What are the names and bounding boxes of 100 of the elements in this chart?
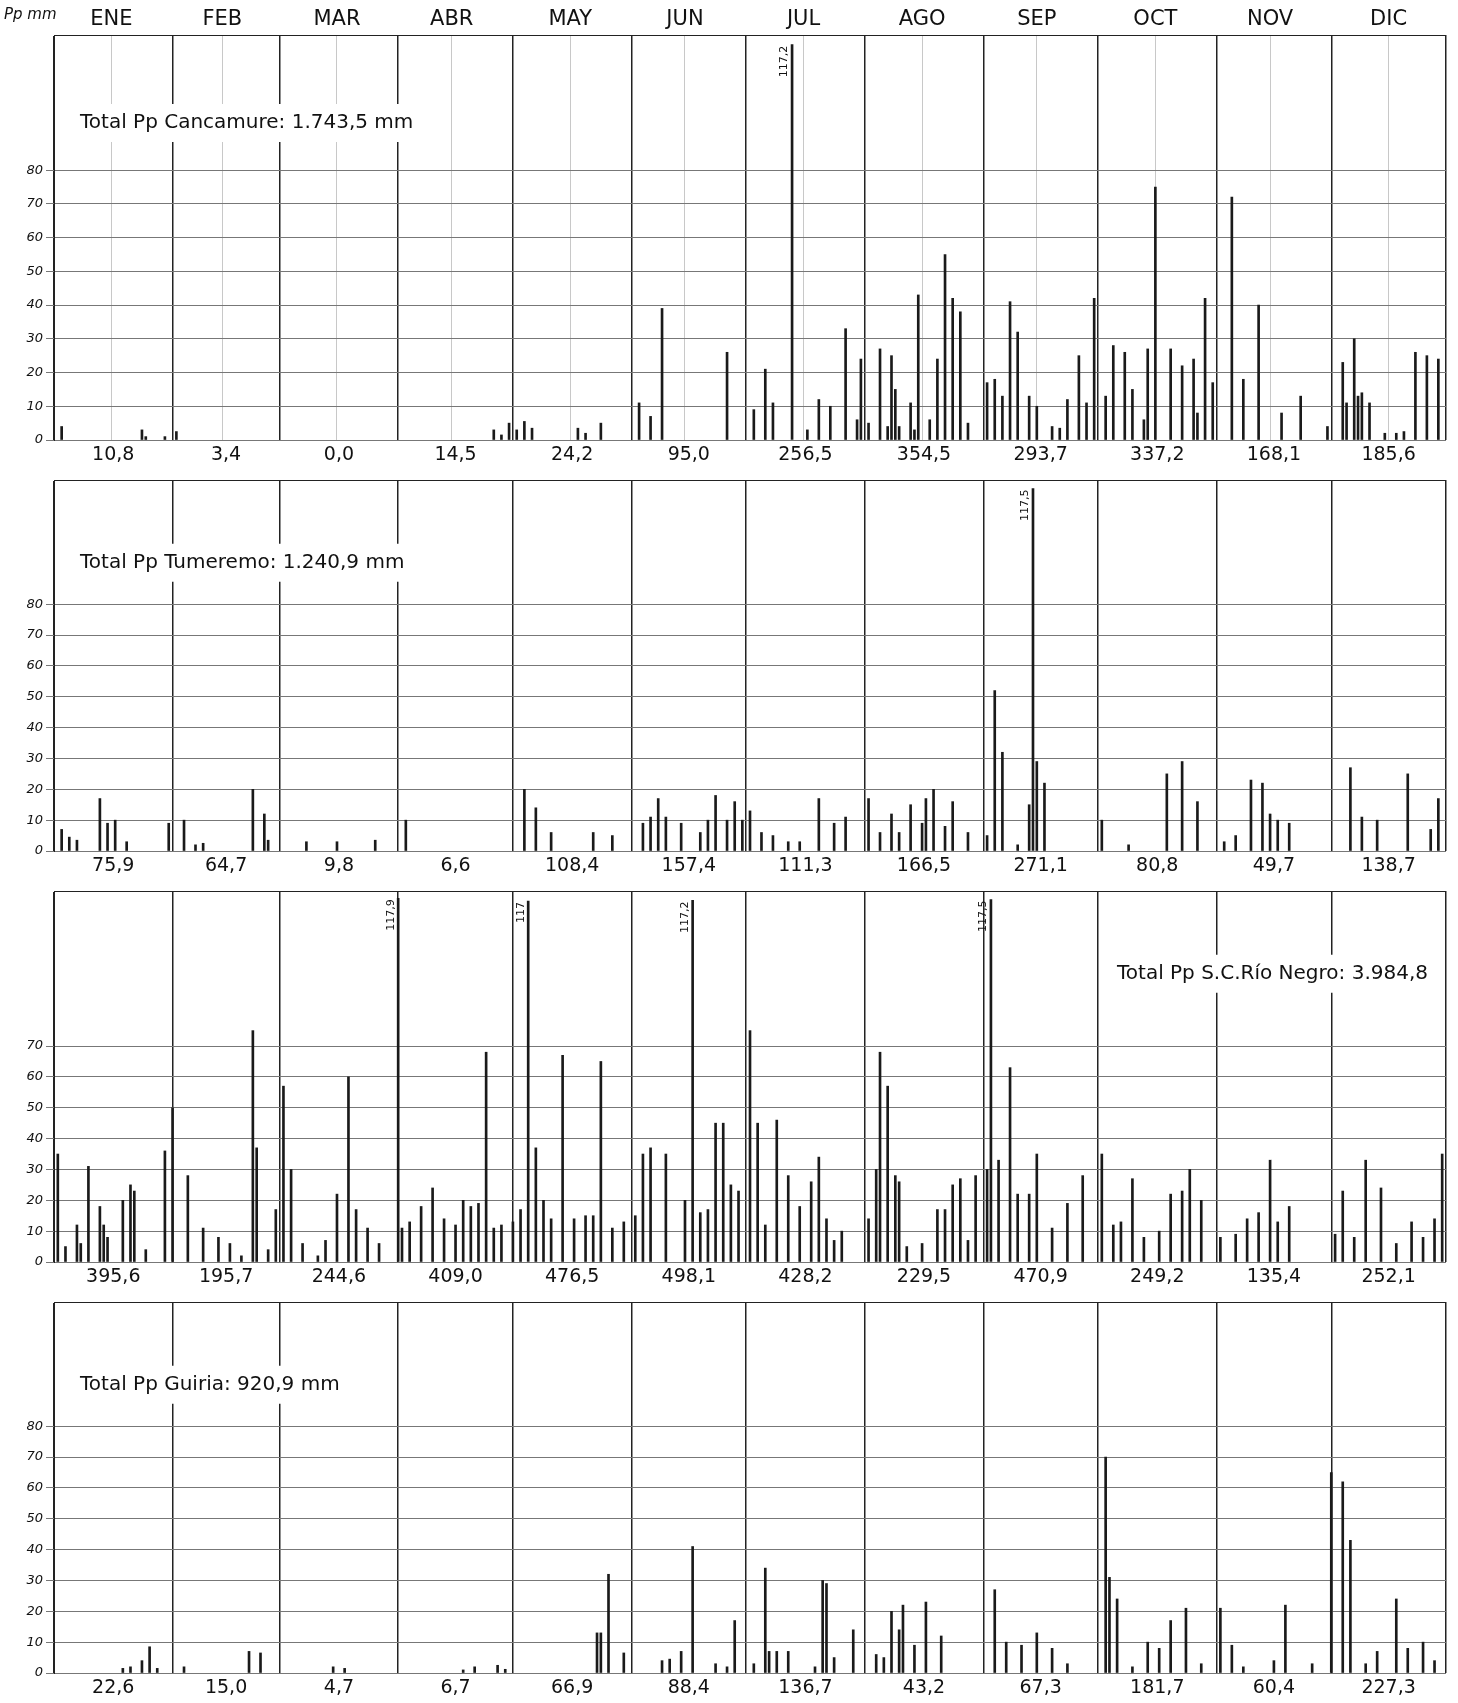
bar (1364, 1159, 1368, 1262)
bar (1352, 1236, 1356, 1262)
x-tick-label: MAY (548, 6, 593, 31)
x-tick-label: AGO (898, 6, 946, 31)
y-tick-label: 40 (26, 1540, 43, 1556)
bar (936, 1209, 939, 1262)
bar (760, 832, 763, 851)
x-tick-label: MAR (313, 6, 361, 31)
x-tick-label: DIC (1370, 6, 1408, 31)
bar (1261, 782, 1264, 851)
bar (561, 1054, 564, 1262)
bar (959, 1178, 962, 1262)
bar (874, 1654, 878, 1673)
bar (584, 432, 587, 440)
text: 409,0 (428, 1263, 483, 1286)
bar (1280, 412, 1283, 440)
text: 95,0 (667, 441, 710, 464)
bar (886, 1085, 889, 1262)
text: 9,8 (323, 852, 355, 875)
bar (691, 1546, 694, 1673)
annotation: 117,2 (777, 45, 791, 78)
bar (1429, 829, 1433, 851)
bar (431, 1187, 434, 1262)
bar (1169, 1620, 1172, 1673)
bar (951, 297, 955, 440)
text: Total Pp S.C.Río Negro: 3.984,8 (1115, 959, 1428, 984)
bar (1349, 1540, 1352, 1673)
bar (733, 801, 737, 851)
y-tick-label: 50 (26, 1099, 43, 1115)
bar (786, 1175, 790, 1262)
bar (611, 835, 614, 851)
bar (1394, 1243, 1398, 1262)
bar (301, 1243, 304, 1262)
text: Total Pp Cancamure: 1.743,5 mm (79, 109, 414, 134)
bar (786, 841, 790, 851)
annotation: 117,9 (383, 899, 397, 931)
text: 10,8 (92, 441, 135, 464)
y-tick-label: 70 (26, 1448, 43, 1464)
y-tick-label: 80 (26, 161, 43, 177)
bar (1341, 1190, 1345, 1262)
bar (1146, 1641, 1150, 1673)
bar (1146, 348, 1150, 440)
bar (1364, 1663, 1368, 1673)
bar (496, 1664, 499, 1673)
text: 3,4 (210, 441, 242, 464)
bar (1406, 773, 1410, 851)
text: 249,2 (1130, 1263, 1185, 1286)
bar (1299, 395, 1303, 440)
bar (1284, 1604, 1287, 1673)
text: 181,7 (1130, 1674, 1185, 1697)
bar (1066, 1663, 1069, 1673)
text: 256,5 (778, 441, 833, 464)
bar (691, 900, 694, 1262)
bar (649, 1147, 652, 1262)
text: 22,6 (92, 1674, 135, 1697)
bar (649, 816, 652, 851)
bar (1406, 1647, 1410, 1673)
bar (763, 1224, 767, 1262)
y-tick-label: 30 (26, 330, 43, 346)
bar (1222, 841, 1226, 851)
text: 49,7 (1252, 852, 1296, 875)
bar (756, 1122, 759, 1262)
bar (1111, 345, 1115, 440)
bar (806, 429, 809, 440)
y-tick-label: 60 (26, 1068, 43, 1084)
y-tick-label: 80 (26, 595, 43, 611)
bar (584, 1215, 587, 1262)
bar (500, 1224, 503, 1262)
bar (347, 1076, 350, 1262)
y-tick-label: 10 (26, 397, 43, 413)
bar (526, 900, 530, 1262)
text: Total Pp Tumeremo: 1.240,9 mm (79, 548, 405, 573)
bar (1410, 1221, 1413, 1262)
bar (932, 788, 935, 851)
bar (373, 839, 377, 851)
bar (1111, 1224, 1115, 1262)
text: 428,2 (778, 1263, 833, 1286)
bar (1341, 1481, 1345, 1673)
y-tick-label: 0 (34, 1664, 43, 1680)
y-tick-label: 0 (34, 842, 43, 858)
bar (607, 1573, 610, 1673)
bar (1016, 844, 1020, 851)
bar (909, 402, 912, 440)
bar (1066, 399, 1069, 440)
bar (1257, 1212, 1260, 1262)
y-tick-label: 70 (26, 626, 43, 642)
text: 185,6 (1361, 441, 1416, 464)
x-tick-label: JUL (784, 6, 821, 31)
bar (1341, 362, 1345, 440)
bar (1257, 304, 1260, 440)
bar (408, 1221, 411, 1262)
text: 67,3 (1019, 1674, 1062, 1697)
bar (611, 1227, 614, 1262)
y-tick-label: 20 (26, 1191, 43, 1207)
bar (821, 1580, 824, 1673)
bar (1368, 402, 1371, 440)
bar (939, 1635, 943, 1673)
bar (1276, 819, 1280, 851)
bar (1016, 331, 1020, 440)
text: 6,6 (440, 852, 471, 875)
